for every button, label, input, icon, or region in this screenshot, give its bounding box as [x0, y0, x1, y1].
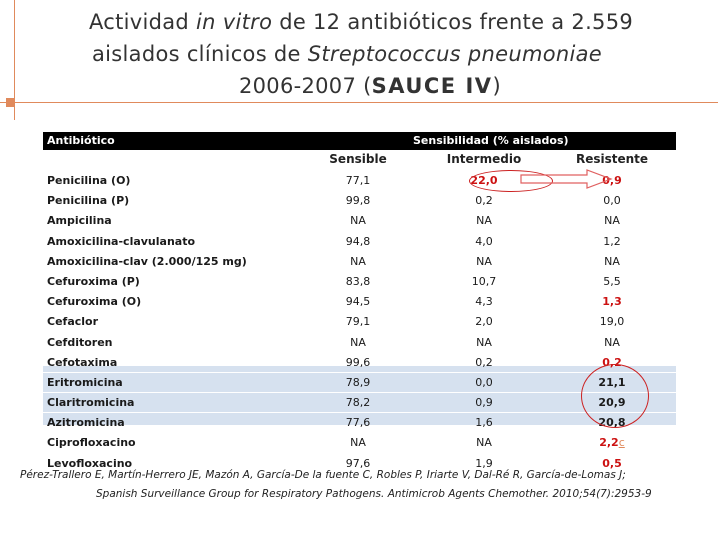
value-resistente: NA	[604, 335, 620, 349]
value-intermedio: NA	[476, 214, 492, 228]
highlight-ellipse-macrolides	[581, 364, 649, 428]
value-sensible: 77,6	[345, 416, 371, 430]
value-resistente: 1,2	[603, 234, 621, 248]
value-sensible: 97,6	[345, 456, 371, 470]
footnote-marker: c	[618, 436, 625, 450]
value-sensible: NA	[350, 436, 366, 450]
value-intermedio: 0,0	[475, 375, 493, 389]
value-sensible: 99,6	[345, 355, 371, 369]
table-row: Ampicilina NA NA NA	[43, 210, 676, 230]
value-resistente: 2,2c	[599, 436, 625, 450]
antibiotic-name: Ciprofloxacino	[47, 436, 136, 450]
value-intermedio: 4,0	[475, 234, 493, 248]
value-resistente: 1,3	[602, 295, 622, 309]
antibiotic-name: Amoxicilina-clavulanato	[47, 234, 196, 248]
value-sensible: NA	[350, 214, 366, 228]
antibiotic-name: Penicilina (P)	[47, 194, 130, 208]
table-row: Levofloxacino 97,6 1,9 0,5	[43, 452, 676, 473]
citation-line-1: Pérez-Trallero E, Martín-Herrero JE, Maz…	[20, 469, 626, 481]
macrolide-row-shading	[43, 366, 676, 425]
header-antibiotic: Antibiótico	[47, 134, 115, 147]
table-row: Amoxicilina-clavulanato 94,8 4,0 1,2	[43, 230, 676, 251]
antibiotic-name: Penicilina (O)	[47, 174, 131, 187]
antibiotic-name: Cefaclor	[47, 315, 99, 329]
antibiotic-name: Cefotaxima	[47, 355, 118, 369]
antibiotic-name: Cefuroxima (P)	[47, 274, 140, 288]
citation-line-2: Spanish Surveillance Group for Respirato…	[96, 488, 652, 500]
value-intermedio: 4,3	[475, 295, 493, 309]
table-row: Cefaclor 79,1 2,0 19,0	[43, 311, 676, 331]
citation: Pérez-Trallero E, Martín-Herrero JE, Maz…	[10, 466, 710, 504]
title-italic-in-vitro: in vitro	[196, 10, 273, 34]
table-row: Cefuroxima (P) 83,8 10,7 5,5	[43, 270, 676, 291]
value-sensible: 78,9	[345, 375, 371, 389]
value-intermedio: 0,2	[475, 355, 493, 369]
highlight-ellipse-intermedio	[469, 170, 553, 192]
title-line-1: Actividad in vitro de 12 antibióticos fr…	[88, 10, 634, 34]
highlight-arrow	[520, 169, 613, 189]
value-sensible: 94,8	[345, 234, 371, 248]
value-intermedio: NA	[476, 335, 492, 349]
value-sensible: 77,1	[345, 174, 371, 187]
value-resistente: NA	[604, 254, 620, 268]
value-intermedio: 10,7	[471, 274, 497, 288]
title-line-3: 2006-2007 (SAUCE IV)	[238, 74, 502, 98]
susceptibility-table: Antibiótico Sensibilidad (% aislados) Se…	[43, 132, 676, 473]
value-sensible: 79,1	[345, 315, 371, 329]
value-intermedio: NA	[476, 254, 492, 268]
value-intermedio: 0,9	[475, 396, 493, 410]
table-subheader-row: Sensible Intermedio Resistente	[43, 150, 676, 170]
title-study-name: SAUCE IV	[371, 74, 493, 98]
value-resistente: 0,0	[603, 194, 621, 208]
decorative-square	[6, 98, 15, 107]
table-header-row: Antibiótico Sensibilidad (% aislados)	[43, 132, 676, 150]
value-sensible: NA	[350, 335, 366, 349]
table-row: Amoxicilina-clav (2.000/125 mg) NA NA NA	[43, 250, 676, 271]
value-sensible: 83,8	[345, 274, 371, 288]
subheader-intermedio: Intermedio	[446, 152, 522, 166]
decorative-vertical-line	[14, 0, 15, 120]
value-intermedio: 1,9	[475, 456, 493, 470]
antibiotic-name: Amoxicilina-clav (2.000/125 mg)	[47, 254, 247, 268]
antibiotic-name: Azitromicina	[47, 416, 125, 430]
value-resistente: NA	[604, 214, 620, 228]
decorative-horizontal-line	[0, 102, 718, 103]
value-intermedio: 2,0	[475, 315, 493, 329]
antibiotic-name: Ampicilina	[47, 214, 112, 228]
title-line-2: aislados clínicos de Streptococcus pneum…	[92, 42, 602, 66]
value-sensible: NA	[350, 254, 366, 268]
table-row: Ciprofloxacino NA NA 2,2c	[43, 432, 676, 452]
header-sensitivity: Sensibilidad (% aislados)	[413, 134, 569, 147]
value-intermedio: 0,2	[475, 194, 493, 208]
table-row: Azitromicina 77,6 1,6 20,8	[43, 412, 676, 432]
antibiotic-name: Cefuroxima (O)	[47, 295, 142, 309]
table-row: Penicilina (P) 99,8 0,2 0,0	[43, 190, 676, 210]
antibiotic-name: Claritromicina	[47, 396, 135, 410]
antibiotic-name: Levofloxacino	[47, 456, 133, 470]
subheader-resistente: Resistente	[575, 152, 649, 166]
value-intermedio: 1,6	[475, 416, 493, 430]
value-sensible: 78,2	[345, 396, 371, 410]
slide-title: Actividad in vitro de 12 antibióticos fr…	[40, 6, 700, 102]
table-row: Cefuroxima (O) 94,5 4,3 1,3	[43, 291, 676, 311]
title-italic-species: Streptococcus pneumoniae	[307, 42, 602, 66]
table-row: Cefotaxima 99,6 0,2 0,2	[43, 351, 676, 372]
value-resistente: 19,0	[599, 315, 625, 329]
value-sensible: 99,8	[345, 194, 371, 208]
value-resistente: 5,5	[603, 274, 621, 288]
antibiotic-name: Cefditoren	[47, 335, 113, 349]
table-row: Cefditoren NA NA NA	[43, 331, 676, 352]
antibiotic-name: Eritromicina	[47, 375, 123, 389]
value-sensible: 94,5	[345, 295, 371, 309]
value-resistente: 0,5	[602, 456, 622, 470]
subheader-sensible: Sensible	[329, 152, 387, 166]
value-intermedio: NA	[476, 436, 492, 450]
